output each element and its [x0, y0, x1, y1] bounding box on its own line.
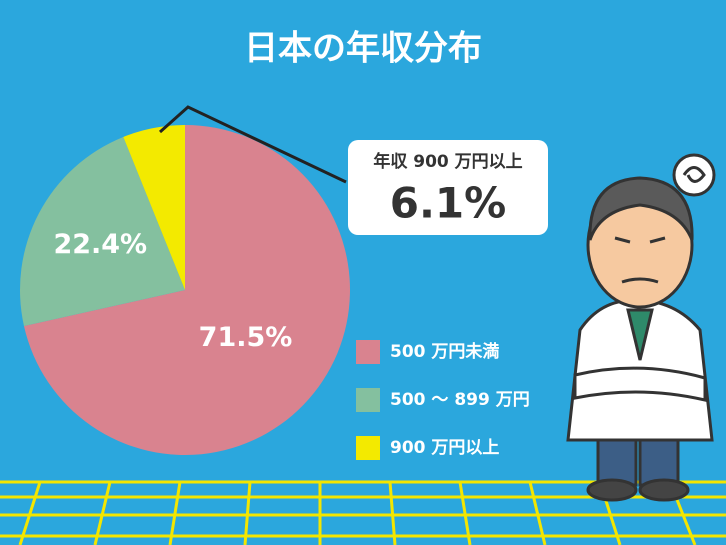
pie: 71.5% 22.4%	[19, 125, 350, 455]
data-label: 71.5%	[199, 322, 293, 353]
data-label: 22.4%	[53, 229, 147, 260]
legend-swatch	[356, 388, 380, 412]
legend-label: 900 万円以上	[390, 438, 499, 458]
legend-label: 500 ～ 899 万円	[390, 390, 530, 410]
pie-slice	[19, 136, 186, 326]
legend-swatch	[356, 436, 380, 460]
callout-title: 年収 900 万円以上	[373, 151, 522, 172]
legend-swatch	[356, 340, 380, 364]
callout-value: 6.1%	[390, 179, 506, 228]
callout-box	[348, 140, 548, 235]
pie-slice	[23, 125, 350, 455]
legend-label: 500 万円未満	[390, 341, 499, 362]
pie-slice	[123, 125, 185, 290]
legend: 500 万円未満 500 ～ 899 万円 900 万円以上	[356, 340, 530, 460]
chart-title: 日本の年収分布	[244, 29, 482, 69]
doctor-illustration	[566, 153, 716, 502]
leader-line	[159, 105, 347, 184]
